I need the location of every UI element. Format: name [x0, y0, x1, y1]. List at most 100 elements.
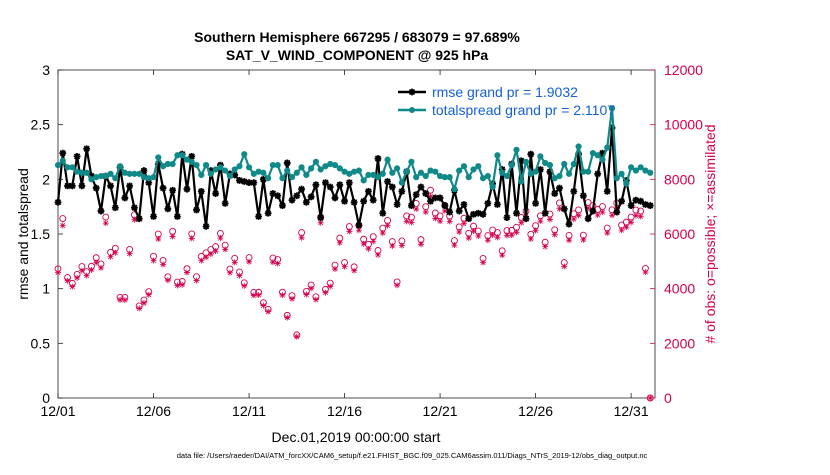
rmse-point [250, 179, 258, 187]
x-axis-label: Dec.01,2019 00:00:00 start [272, 429, 441, 445]
obs-possible-point [102, 213, 110, 221]
x-tick-label: 12/26 [518, 403, 553, 419]
rmse-point [121, 194, 129, 202]
obs-possible-point [298, 229, 306, 237]
totalspread-point [484, 172, 491, 180]
obs-assimilated-point [566, 237, 573, 244]
obs-possible-point [599, 203, 606, 210]
obs-assimilated-point [394, 282, 401, 289]
obs-assimilated-point [241, 282, 248, 289]
totalspread-point [465, 174, 472, 181]
rmse-point [551, 190, 559, 197]
obs-assimilated-point [599, 209, 606, 216]
totalspread-point [413, 174, 420, 181]
obs-possible-point [427, 186, 434, 194]
totalspread-point [202, 162, 210, 169]
obs-assimilated-point [360, 240, 367, 247]
totalspread-point [632, 167, 639, 174]
rmse-point [145, 179, 153, 187]
rmse-point [360, 197, 368, 205]
obs-assimilated-point [585, 205, 592, 212]
rmse-point [341, 197, 348, 205]
rmse-point [78, 182, 86, 190]
rmse-point [326, 183, 334, 191]
y-right-tick-label: 8000 [664, 171, 695, 187]
rmse-point [441, 202, 449, 209]
rmse-point [565, 220, 573, 228]
totalspread-point [245, 164, 253, 171]
rmse-point [154, 160, 162, 168]
obs-assimilated-point [647, 395, 654, 401]
obs-assimilated-point [575, 212, 582, 219]
y-left-tick-label: 0.5 [31, 335, 51, 351]
totalspread-point [628, 164, 635, 171]
rmse-point [637, 197, 645, 205]
obs-assimilated-point [484, 237, 491, 244]
obs-assimilated-point [207, 251, 214, 258]
x-tick-label: 12/31 [614, 403, 649, 419]
obs-assimilated-point [561, 263, 568, 270]
obs-assimilated-point [374, 251, 381, 258]
totalspread-point [647, 169, 654, 176]
obs-assimilated-point [623, 224, 630, 231]
rmse-point [379, 209, 387, 217]
rmse-point [446, 208, 454, 216]
rmse-point [613, 208, 621, 216]
rmse-point [131, 204, 138, 212]
rmse-point [307, 193, 315, 201]
obs-assimilated-point [308, 285, 315, 292]
obs-assimilated-point [145, 291, 152, 298]
rmse-point [107, 182, 114, 190]
rmse-point [174, 213, 181, 220]
totalspread-point [570, 160, 577, 168]
rmse-point [279, 202, 286, 209]
left-axis-label: rmse and totalspread [15, 168, 31, 300]
rmse-point [427, 197, 434, 205]
totalspread-point [83, 169, 90, 176]
obs-assimilated-point [312, 296, 319, 303]
rmse-point [556, 184, 563, 192]
obs-assimilated-point [441, 207, 448, 214]
rmse-point [83, 145, 91, 153]
obs-assimilated-point [293, 333, 300, 340]
obs-assimilated-point [112, 249, 119, 256]
totalspread-point [460, 163, 468, 170]
totalspread-point [379, 170, 386, 177]
obs-assimilated-point [69, 283, 76, 290]
rmse-point [417, 183, 425, 191]
rmse-point [164, 205, 172, 213]
x-tick-label: 12/01 [40, 403, 75, 419]
obs-assimilated-point [327, 283, 334, 290]
totalspread-point [585, 168, 592, 175]
totalspread-point [408, 158, 415, 165]
rmse-point [111, 204, 119, 212]
obs-assimilated-point [284, 314, 291, 321]
totalspread-point [489, 183, 496, 191]
obs-possible-point [575, 206, 583, 214]
totalspread-point [284, 167, 291, 174]
rmse-point [240, 178, 248, 185]
obs-possible-point [59, 215, 67, 222]
rmse-point [140, 167, 148, 174]
obs-assimilated-point [570, 216, 577, 223]
obs-assimilated-point [64, 277, 71, 284]
obs-assimilated-point [83, 272, 90, 279]
obs-assimilated-point [179, 281, 186, 288]
rmse-point [197, 187, 205, 195]
totalspread-point [188, 158, 195, 165]
totalspread-point [265, 175, 272, 182]
obs-assimilated-point [198, 257, 205, 264]
obs-possible-point [384, 216, 391, 224]
rmse-point [388, 183, 396, 191]
obs-assimilated-point [642, 269, 649, 276]
rmse-point [331, 194, 339, 202]
obs-assimilated-point [93, 259, 100, 266]
rmse-point [365, 187, 372, 195]
rmse-point [431, 194, 439, 202]
rmse-point [484, 199, 492, 207]
totalspread-point [54, 162, 62, 169]
totalspread-point [374, 174, 382, 181]
rmse-point [221, 199, 229, 207]
rmse-point [159, 184, 167, 192]
